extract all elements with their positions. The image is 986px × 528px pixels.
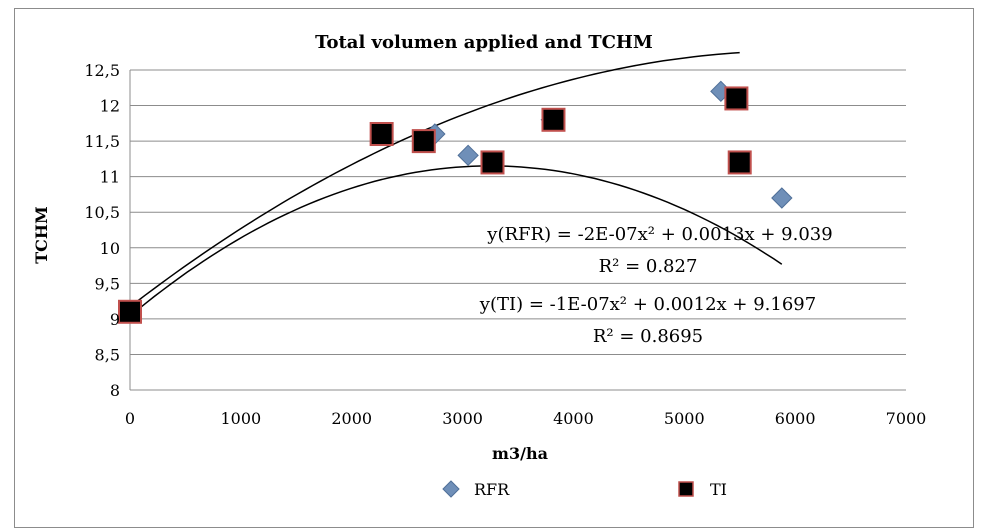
point-ti-4 [541, 107, 566, 132]
y-tick-label: 9 [110, 310, 120, 329]
trendline-r2-rfr: R² = 0.827 [599, 256, 698, 277]
trendline-equation-rfr: y(RFR) = -2E-07x² + 0.0013x + 9.039 [486, 224, 832, 245]
y-tick-label: 12 [100, 97, 120, 116]
point-rfr-2 [457, 144, 479, 167]
y-tick-label: 10,5 [84, 203, 120, 222]
x-tick-label: 2000 [331, 409, 372, 428]
point-ti-1 [369, 122, 394, 146]
scatter-chart: 8 8,5 9 9,5 10 10,5 11 11,5 12 12,5 0 1000 2000 3000 4… [32, 32, 926, 499]
x-axis-label: m3/ha [492, 444, 548, 463]
tick-labels: 8 8,5 9 9,5 10 10,5 11 11,5 12 12,5 0 1000 2000 3000 4… [84, 61, 926, 428]
x-tick-label: 5000 [664, 409, 705, 428]
legend-label-rfr: RFR [474, 480, 510, 499]
point-rfr-5 [771, 187, 793, 209]
y-tick-label: 9,5 [95, 274, 120, 293]
x-tick-label: 6000 [775, 409, 816, 428]
data-points [118, 80, 793, 324]
legend-marker-ti [678, 481, 694, 497]
legend-label-ti: TI [710, 480, 727, 499]
trendline-rfr [129, 165, 783, 317]
x-tick-label: 4000 [553, 409, 594, 428]
point-ti-0 [118, 299, 142, 324]
trendline-equation-ti: y(TI) = -1E-07x² + 0.0012x + 9.1697 [479, 294, 816, 315]
point-ti-5 [724, 86, 749, 111]
x-tick-label: 1000 [220, 409, 261, 428]
y-tick-label: 12,5 [84, 61, 120, 80]
x-tick-label: 7000 [886, 409, 927, 428]
y-tick-label: 11,5 [84, 132, 120, 151]
point-ti-6 [727, 150, 752, 175]
y-tick-label: 8 [110, 381, 120, 400]
gridlines [129, 69, 906, 391]
point-ti-2 [411, 129, 436, 154]
y-tick-label: 10 [100, 239, 120, 258]
y-axis-label: TCHM [32, 206, 51, 263]
x-tick-label: 0 [125, 409, 135, 428]
chart-title: Total volumen applied and TCHM [315, 32, 653, 53]
trendline-r2-ti: R² = 0.8695 [593, 326, 703, 347]
point-ti-3 [480, 150, 505, 175]
y-tick-label: 8,5 [95, 345, 120, 364]
legend: RFR TI [442, 480, 727, 499]
legend-marker-rfr [442, 480, 460, 498]
x-tick-label: 3000 [442, 409, 483, 428]
y-tick-label: 11 [100, 168, 120, 187]
